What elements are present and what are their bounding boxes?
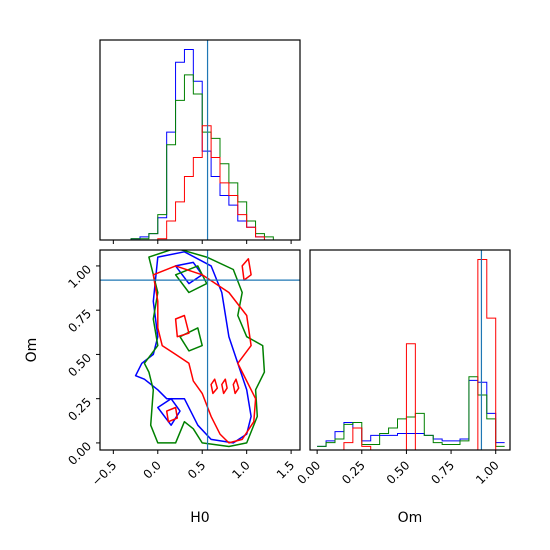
h0-histogram-ticks	[112, 240, 292, 244]
om-histogram-frame	[309, 249, 511, 451]
contour-line-series-1-2	[179, 327, 203, 352]
contour-content	[100, 250, 300, 450]
contour-line-series-0-2	[157, 397, 181, 426]
x-axis-label-om: Om	[398, 510, 423, 526]
x-axis-label-h0: H0	[190, 510, 209, 526]
contour-line-series-2-4	[221, 378, 228, 395]
contour-frame	[99, 249, 301, 451]
contour-line-series-2-3	[210, 378, 219, 395]
h0-histogram-frame	[99, 39, 301, 241]
contour-plot-area	[100, 250, 300, 450]
om-histogram-content	[317, 250, 505, 451]
contour-line-series-1-1	[174, 265, 208, 294]
h0-marginal-histogram	[99, 39, 301, 244]
y-axis-label-om: Om	[24, 338, 40, 363]
contour-line-series-2-6	[165, 406, 179, 423]
h0-histogram-step-series-1	[113, 74, 283, 241]
om-histogram-step-series-2	[317, 259, 505, 451]
contour-line-series-1-0	[143, 250, 266, 448]
contour-line-series-2-1	[174, 314, 190, 338]
contour-line-series-2-2	[241, 258, 252, 281]
contour-line-series-2-5	[232, 378, 240, 395]
contour-line-series-2-0	[152, 265, 257, 444]
om-histogram-step-series-1	[317, 376, 505, 447]
